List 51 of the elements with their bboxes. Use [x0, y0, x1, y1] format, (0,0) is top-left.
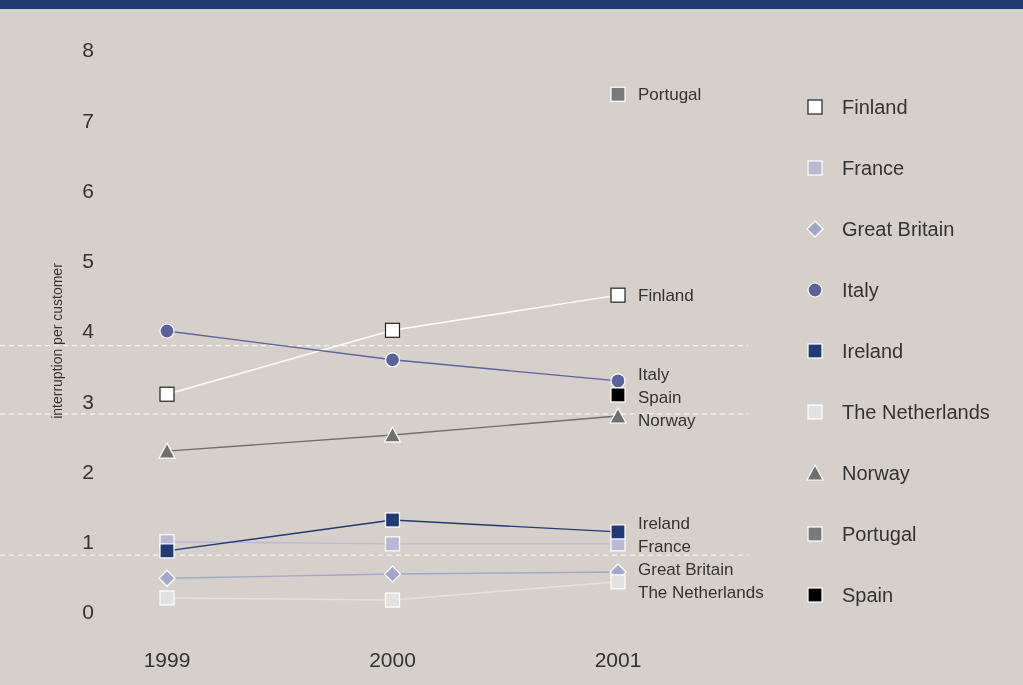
text: Spain — [638, 388, 682, 408]
point — [609, 407, 627, 424]
point — [159, 543, 175, 559]
y-tick-label: 7 — [82, 108, 94, 132]
point — [610, 387, 626, 403]
text: France — [638, 536, 691, 556]
point — [384, 322, 401, 338]
legend-label: Finland — [842, 96, 908, 118]
x-tick-label: 2001 — [594, 648, 642, 672]
legend-label: Ireland — [842, 340, 904, 362]
legend-label: Spain — [842, 584, 894, 606]
text: Norway — [638, 411, 696, 431]
text: Finland — [638, 286, 694, 306]
point — [610, 287, 626, 303]
text: Italy — [638, 365, 670, 385]
point — [610, 574, 626, 590]
x-tick-label: 1999 — [143, 648, 191, 672]
text: Great Britain — [638, 559, 734, 579]
point — [159, 386, 175, 402]
y-tick-label: 8 — [82, 38, 94, 62]
legend-label: France — [842, 157, 905, 179]
y-tick-label: 4 — [82, 319, 95, 343]
y-tick-label: 2 — [82, 459, 94, 483]
y-tick-label: 1 — [82, 530, 94, 554]
text: The Netherlands — [638, 582, 764, 602]
y-tick-label: 5 — [82, 249, 94, 273]
legend-label: Norway — [842, 462, 910, 484]
legend-label: Italy — [842, 279, 879, 301]
x-tick-label: 2000 — [369, 648, 416, 672]
point — [384, 592, 401, 608]
legend-label: Portugal — [842, 523, 917, 545]
point — [383, 426, 402, 443]
point — [158, 569, 176, 587]
point — [610, 373, 626, 389]
text: Ireland — [638, 513, 690, 533]
point — [384, 536, 401, 552]
point — [384, 512, 401, 528]
point — [159, 323, 175, 339]
point — [158, 442, 176, 459]
y-axis-title: interruption per customer — [49, 262, 65, 419]
point — [383, 565, 402, 583]
legend-label: The Netherlands — [842, 401, 990, 423]
y-tick-label: 3 — [82, 389, 94, 413]
legend-label: Great Britain — [842, 218, 955, 240]
text: Portugal — [638, 85, 702, 105]
point — [384, 352, 401, 368]
point — [610, 86, 626, 102]
y-tick-label: 6 — [82, 178, 94, 202]
point — [610, 524, 626, 540]
point — [159, 590, 175, 606]
y-tick-label: 0 — [82, 600, 94, 624]
